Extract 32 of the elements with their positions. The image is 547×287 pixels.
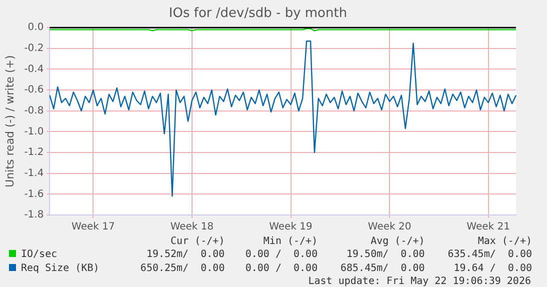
text: 685.45m/ 0.00 [339, 262, 425, 276]
y-tick-label: -1.2 [24, 147, 44, 158]
text: Max (-/+) [476, 236, 532, 248]
x-tick-label: Week 18 [170, 222, 214, 233]
x-tick-label: Week 17 [72, 222, 115, 233]
text: 0.00 / 0.00 [244, 248, 318, 262]
text: 635.45m/ 0.00 [446, 248, 532, 262]
text: Last update: Fri May 22 19:06:39 2026 [307, 276, 531, 287]
text: Min (-/+) [262, 236, 318, 248]
x-tick-label: Week 19 [269, 222, 312, 233]
y-tick-label: 0.0 [28, 22, 44, 34]
text: 19.50m/ 0.00 [346, 248, 425, 262]
legend-label: Req Size (KB) [21, 263, 100, 274]
text: Cur (-/+) [170, 236, 225, 248]
y-tick-label: -0.2 [24, 43, 44, 54]
y-axis-title: Units read (-) / write (+) [3, 55, 16, 188]
text: 650.25m/ 0.00 [139, 262, 225, 276]
y-tick-label: -1.8 [24, 210, 44, 221]
text: 19.64 / 0.00 [452, 262, 532, 276]
text: 0.00 / 0.00 [244, 262, 318, 276]
text: Avg (-/+) [370, 236, 425, 248]
legend-label: IO/sec [21, 249, 58, 260]
y-tick-label: -1.6 [24, 188, 44, 200]
text: 19.52m/ 0.00 [145, 248, 225, 262]
y-tick-label: -0.8 [24, 105, 44, 116]
y-tick-label: -1.4 [24, 168, 44, 179]
chart-title: IOs for /dev/sdb - by month [168, 6, 348, 22]
y-tick-label: -1.0 [24, 126, 44, 138]
y-tick-label: -0.4 [24, 64, 44, 75]
x-tick-label: Week 20 [368, 222, 412, 233]
x-tick-label: Week 21 [466, 222, 510, 233]
y-tick-label: -0.6 [24, 84, 44, 96]
